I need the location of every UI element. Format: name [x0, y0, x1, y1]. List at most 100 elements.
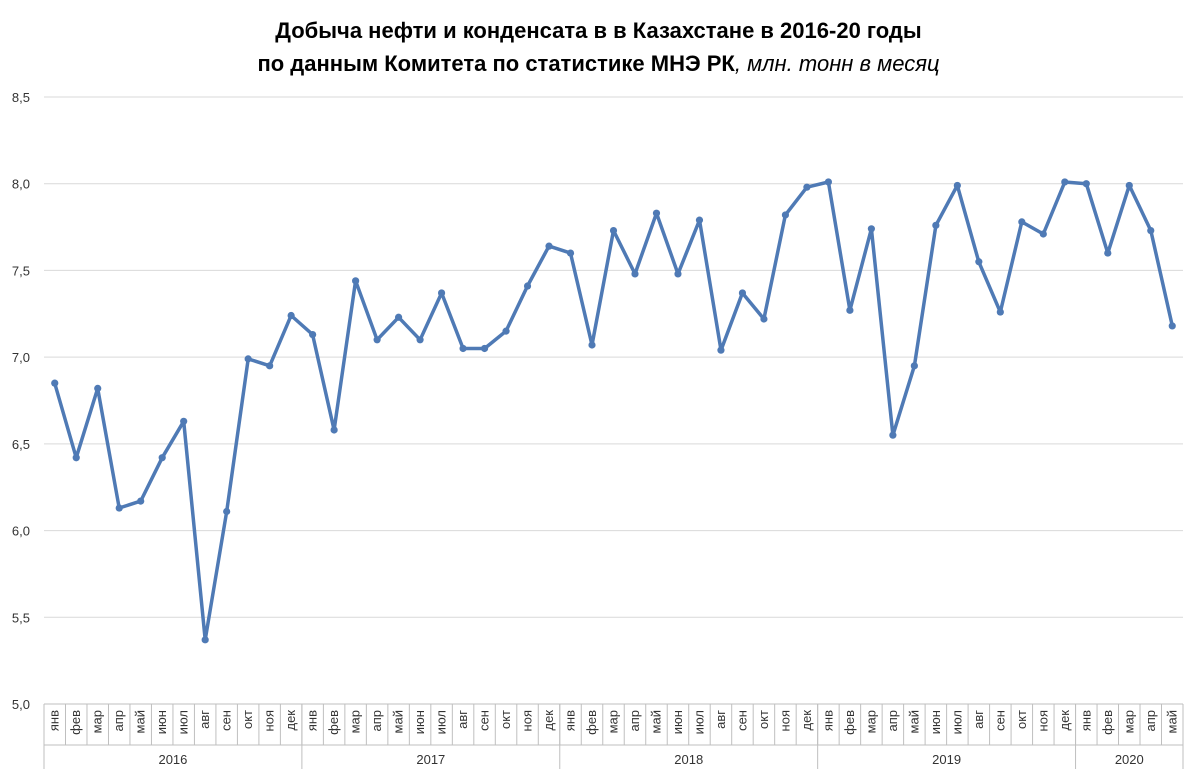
x-tick-label: фев — [1100, 710, 1115, 735]
data-point — [373, 336, 381, 344]
data-point — [867, 225, 875, 233]
data-point — [1125, 181, 1133, 190]
x-tick-label: фев — [842, 710, 857, 735]
data-point — [781, 211, 790, 219]
data-point — [244, 355, 252, 363]
x-tick-label: янв — [820, 710, 835, 731]
data-point — [1082, 180, 1090, 188]
x-year-label: 2016 — [158, 752, 187, 767]
data-point — [180, 417, 188, 425]
x-tick-label: дек — [541, 710, 556, 731]
x-tick-label: июн — [154, 710, 169, 734]
x-tick-label: дек — [1057, 710, 1072, 731]
series-production — [51, 178, 1176, 644]
data-point — [480, 344, 489, 353]
x-tick-label: мар — [863, 710, 878, 733]
x-tick-label: апр — [369, 710, 384, 732]
chart-subtitle: по данным Комитета по статистике МНЭ РК — [257, 51, 735, 76]
data-point — [910, 362, 918, 370]
x-tick-label: мар — [1121, 710, 1136, 733]
data-point — [846, 306, 854, 314]
data-point — [695, 216, 704, 224]
x-tick-label: июл — [691, 710, 706, 734]
y-tick-label: 8,5 — [12, 90, 30, 105]
x-tick-label: окт — [756, 710, 771, 729]
x-year-label: 2020 — [1115, 752, 1144, 767]
x-tick-label: сен — [219, 710, 234, 731]
x-tick-label: янв — [563, 710, 578, 731]
x-tick-label: июн — [670, 710, 685, 734]
x-axis: янв фев мар апр май июн июл авг сен окт ноя дек2016… — [43, 703, 1184, 769]
data-point — [588, 341, 596, 349]
y-tick-label: 6,0 — [12, 524, 30, 539]
data-point — [932, 221, 940, 229]
x-tick-label: сен — [734, 710, 749, 731]
x-year-label: 2017 — [416, 752, 445, 767]
data-point — [1039, 230, 1047, 238]
x-tick-label: май — [391, 710, 406, 733]
data-point — [566, 249, 575, 257]
y-tick-label: 7,5 — [12, 263, 30, 278]
data-point — [94, 384, 102, 392]
data-point — [545, 242, 553, 250]
data-point — [115, 504, 123, 512]
x-tick-label: фев — [326, 710, 341, 735]
chart-title: Добыча нефти и конденсата в в Казахстане… — [0, 14, 1197, 80]
x-tick-label: сен — [477, 710, 492, 731]
x-tick-label: мар — [348, 710, 363, 733]
x-tick-label: мар — [90, 710, 105, 733]
x-tick-label: май — [133, 710, 148, 733]
x-tick-label: янв — [305, 710, 320, 731]
data-point — [523, 282, 532, 290]
data-point — [717, 346, 725, 354]
data-point — [223, 507, 231, 516]
y-tick-label: 6,5 — [12, 437, 30, 452]
x-tick-label: апр — [1143, 710, 1158, 732]
data-point — [416, 336, 424, 344]
x-tick-label: авг — [713, 710, 728, 729]
data-point — [437, 289, 446, 297]
chart-title-line-2: по данным Комитета по статистике МНЭ РК,… — [0, 47, 1197, 80]
x-tick-label: ноя — [262, 710, 277, 731]
chart-title-line-1: Добыча нефти и конденсата в в Казахстане… — [275, 18, 922, 43]
data-point — [652, 209, 661, 217]
x-tick-label: июл — [176, 710, 191, 734]
x-tick-label: дек — [799, 710, 814, 731]
x-tick-label: дек — [283, 710, 298, 731]
y-tick-label: 5,0 — [12, 697, 30, 712]
x-tick-label: сен — [992, 710, 1007, 731]
data-point — [996, 308, 1004, 316]
data-point — [309, 330, 317, 339]
chart-unit-label: , млн. тонн в месяц — [734, 51, 940, 76]
data-point — [266, 362, 274, 370]
data-point — [803, 183, 811, 191]
data-point — [51, 379, 59, 387]
data-point — [201, 636, 209, 644]
data-point — [674, 270, 682, 278]
data-point — [394, 313, 403, 321]
data-point — [738, 289, 747, 297]
x-tick-label: ноя — [520, 710, 535, 731]
x-tick-label: ноя — [777, 710, 792, 731]
data-point — [137, 497, 145, 505]
x-tick-label: фев — [584, 710, 599, 735]
x-tick-label: фев — [68, 710, 83, 735]
x-tick-label: июн — [928, 710, 943, 734]
x-tick-label: июн — [412, 710, 427, 734]
data-point — [824, 178, 833, 186]
data-point — [1018, 218, 1026, 226]
x-tick-label: авг — [971, 710, 986, 729]
data-point — [72, 454, 80, 462]
data-point — [760, 315, 768, 323]
x-tick-label: янв — [47, 710, 62, 731]
data-point — [330, 426, 338, 434]
y-tick-label: 7,0 — [12, 350, 30, 365]
x-tick-label: июл — [434, 710, 449, 734]
x-tick-label: май — [648, 710, 663, 733]
data-point — [287, 311, 295, 320]
x-tick-label: авг — [455, 710, 470, 729]
data-point — [1168, 322, 1176, 330]
data-point — [1147, 226, 1155, 235]
y-tick-label: 8,0 — [12, 177, 30, 192]
